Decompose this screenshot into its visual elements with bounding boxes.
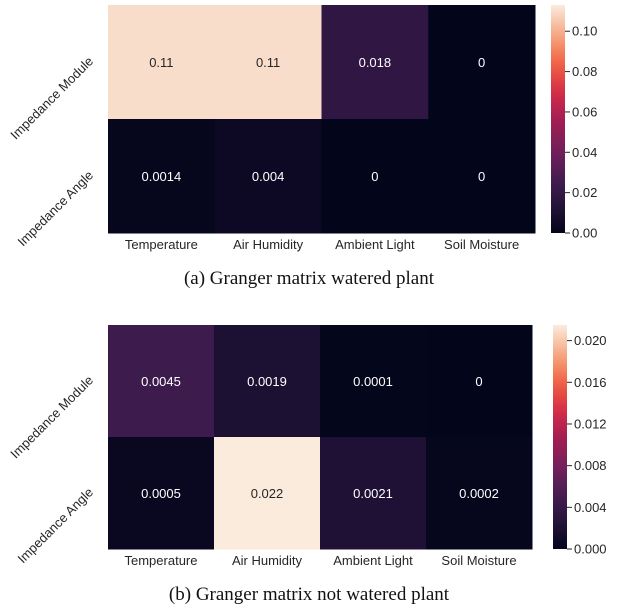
y-tick-label: Impedance Module <box>7 54 96 143</box>
y-tick-label: Impedance Angle <box>14 485 96 567</box>
heatmap-b: 0.0045 0.0019 0.0001 0 0.0005 0.022 0.0021 0.00… <box>7 325 607 568</box>
cell-value-label: 0.0019 <box>247 374 287 389</box>
heatmap-a: 0.11 0.11 0.018 0 0.0014 0.004 0 0 Temperature Ai… <box>7 5 597 252</box>
colorbar-tick-label: 0.02 <box>572 185 597 200</box>
cell-value-label: 0.11 <box>149 55 173 70</box>
heatmap-cell <box>321 119 429 234</box>
cell-value-label: 0.022 <box>251 486 284 501</box>
colorbar-tick-label: 0.004 <box>574 500 607 515</box>
heatmap-cell <box>426 437 533 550</box>
heatmap-cell <box>214 437 321 550</box>
colorbar-tick-label: 0.10 <box>572 24 597 39</box>
heatmap-cell <box>320 437 427 550</box>
x-tick-label: Temperature <box>125 237 198 252</box>
caption-a: (a) Granger matrix watered plant <box>183 268 435 289</box>
x-tick-label: Air Humidity <box>232 553 303 568</box>
x-tick-label: Soil Moisture <box>441 553 516 568</box>
colorbar-tick-label: 0.000 <box>574 542 607 557</box>
heatmap-cell <box>214 5 322 120</box>
y-tick-label: Impedance Angle <box>14 168 96 250</box>
x-tick-label: Ambient Light <box>335 237 415 252</box>
x-tick-label: Temperature <box>125 553 198 568</box>
x-tick-label: Soil Moisture <box>444 237 519 252</box>
colorbar <box>553 325 567 549</box>
heatmap-cell <box>108 119 216 234</box>
heatmap-cell <box>428 119 536 234</box>
cell-value-label: 0.0001 <box>353 374 393 389</box>
colorbar-tick-label: 0.020 <box>574 333 607 348</box>
x-tick-label: Air Humidity <box>233 237 304 252</box>
colorbar-tick-label: 0.06 <box>572 104 597 119</box>
x-tick-label: Ambient Light <box>333 553 413 568</box>
colorbar-tick-label: 0.008 <box>574 458 607 473</box>
colorbar-tick-label: 0.00 <box>572 226 597 241</box>
heatmap-cell <box>320 325 427 438</box>
cell-value-label: 0.0002 <box>459 486 499 501</box>
heatmap-cell <box>321 5 429 120</box>
heatmap-cell <box>214 325 321 438</box>
cell-value-label: 0.0045 <box>141 374 181 389</box>
cell-value-label: 0.0021 <box>353 486 393 501</box>
heatmap-cell <box>214 119 322 234</box>
heatmap-cell <box>426 325 533 438</box>
cell-value-label: 0 <box>371 169 378 184</box>
colorbar-tick-label: 0.08 <box>572 64 597 79</box>
colorbar-tick-label: 0.016 <box>574 375 607 390</box>
cell-value-label: 0 <box>475 374 482 389</box>
cell-value-label: 0.11 <box>256 55 280 70</box>
colorbar-tick-label: 0.04 <box>572 145 597 160</box>
colorbar-tick-label: 0.012 <box>574 416 607 431</box>
colorbar <box>551 5 565 233</box>
heatmap-cell <box>428 5 536 120</box>
y-tick-label: Impedance Module <box>7 373 96 462</box>
cell-value-label: 0.018 <box>359 55 392 70</box>
caption-b: (b) Granger matrix not watered plant <box>168 584 450 605</box>
heatmap-cell <box>108 5 216 120</box>
cell-value-label: 0.0014 <box>141 169 181 184</box>
cell-value-label: 0 <box>478 169 485 184</box>
heatmap-cell <box>108 437 215 550</box>
cell-value-label: 0.004 <box>252 169 285 184</box>
cell-value-label: 0 <box>478 55 485 70</box>
heatmap-cell <box>108 325 215 438</box>
cell-value-label: 0.0005 <box>141 486 181 501</box>
